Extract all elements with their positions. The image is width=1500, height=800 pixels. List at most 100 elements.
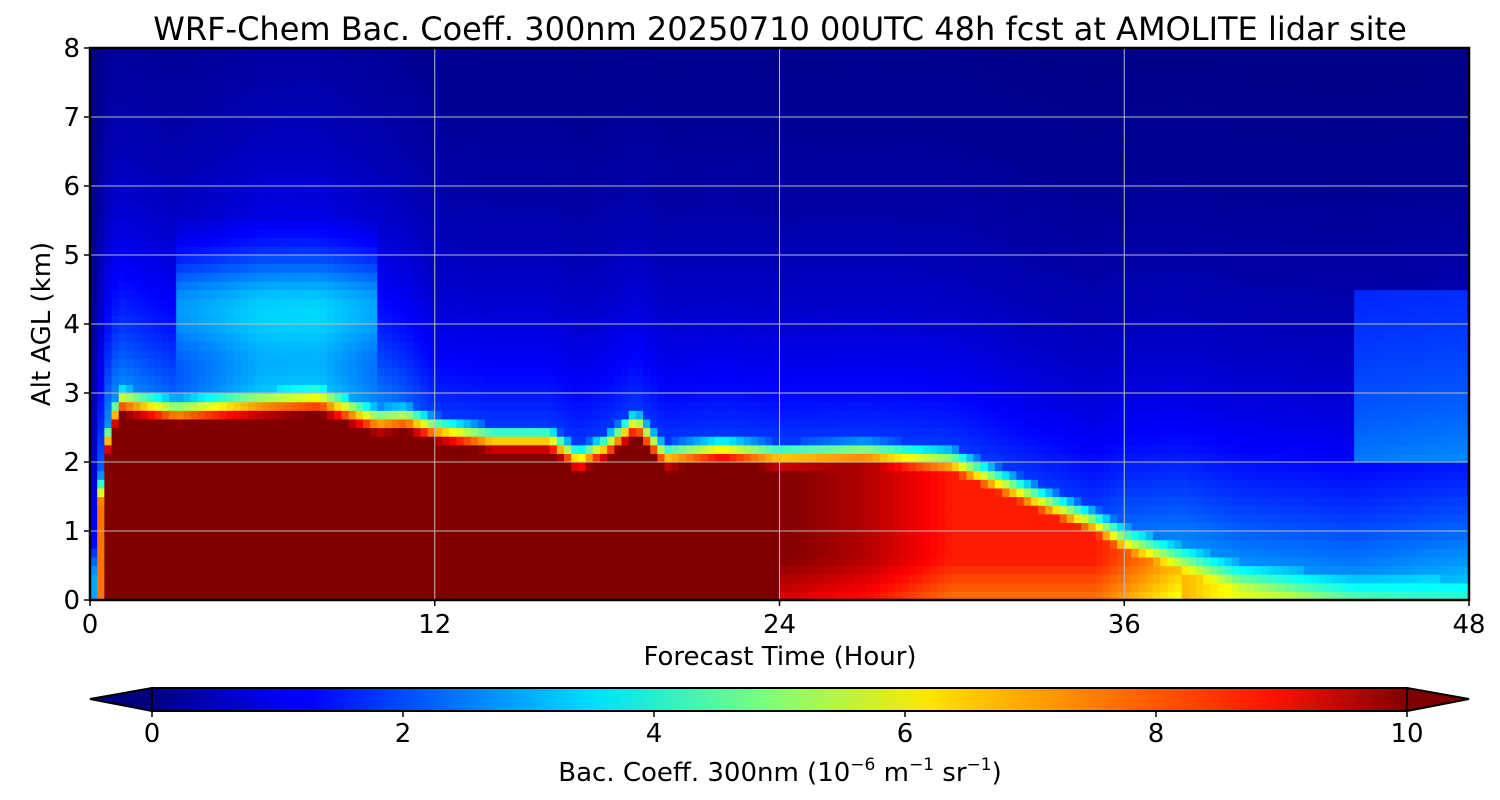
heatmap-cell [219, 367, 227, 376]
heatmap-cell [349, 540, 357, 549]
heatmap-cell [542, 290, 550, 299]
heatmap-cell [270, 350, 278, 359]
heatmap-cell [413, 177, 421, 186]
heatmap-cell [277, 402, 285, 411]
heatmap-cell [614, 479, 622, 488]
heatmap-cell [428, 471, 436, 480]
heatmap-cell [607, 350, 615, 359]
heatmap-cell [377, 471, 385, 480]
heatmap-cell [636, 402, 644, 411]
heatmap-cell [162, 557, 170, 566]
heatmap-cell [406, 428, 414, 437]
heatmap-cell [492, 143, 500, 152]
heatmap-cell [212, 264, 220, 273]
heatmap-cell [370, 359, 378, 368]
heatmap-cell [205, 212, 213, 221]
heatmap-cell [363, 583, 371, 592]
heatmap-cell [586, 264, 594, 273]
heatmap-cell [449, 212, 457, 221]
heatmap-cell [442, 341, 450, 350]
heatmap-cell [205, 540, 213, 549]
heatmap-cell [413, 186, 421, 195]
heatmap-cell [456, 350, 464, 359]
heatmap-cell [313, 566, 321, 575]
heatmap-cell [147, 410, 155, 419]
heatmap-cell [542, 281, 550, 290]
heatmap-cell [521, 350, 529, 359]
heatmap-cell [176, 221, 184, 230]
heatmap-cell [104, 453, 112, 462]
heatmap-cell [420, 152, 428, 161]
heatmap-cell [226, 566, 234, 575]
heatmap-cell [471, 514, 479, 523]
heatmap-cell [370, 246, 378, 255]
heatmap-cell [162, 143, 170, 152]
heatmap-cell [521, 548, 529, 557]
heatmap-cell [341, 48, 349, 57]
heatmap-cell [521, 57, 529, 66]
heatmap-cell [140, 246, 148, 255]
heatmap-cell [147, 203, 155, 212]
heatmap-cell [370, 540, 378, 549]
heatmap-cell [643, 514, 651, 523]
heatmap-cell [198, 108, 206, 117]
heatmap-cell [284, 583, 292, 592]
heatmap-cell [262, 566, 270, 575]
heatmap-cell [629, 574, 637, 583]
heatmap-cell [363, 540, 371, 549]
heatmap-cell [241, 497, 249, 506]
heatmap-cell [262, 48, 270, 57]
heatmap-cell [420, 540, 428, 549]
heatmap-cell [147, 402, 155, 411]
heatmap-cell [507, 333, 515, 342]
heatmap-cell [320, 384, 328, 393]
heatmap-cell [147, 393, 155, 402]
heatmap-cell [471, 566, 479, 575]
heatmap-cell [478, 402, 486, 411]
heatmap-cell [507, 497, 515, 506]
heatmap-cell [535, 548, 543, 557]
heatmap-cell [621, 393, 629, 402]
heatmap-cell [399, 384, 407, 393]
heatmap-cell [162, 566, 170, 575]
heatmap-cell [363, 272, 371, 281]
heatmap-cell [320, 169, 328, 178]
heatmap-cell [248, 583, 256, 592]
heatmap-cell [191, 108, 199, 117]
heatmap-cell [377, 324, 385, 333]
heatmap-cell [463, 48, 471, 57]
heatmap-cell [104, 65, 112, 74]
heatmap-cell [219, 221, 227, 230]
heatmap-cell [435, 514, 443, 523]
heatmap-cell [334, 428, 342, 437]
heatmap-cell [119, 428, 127, 437]
heatmap-cell [607, 479, 615, 488]
heatmap-cell [176, 255, 184, 264]
heatmap-cell [377, 574, 385, 583]
heatmap-cell [320, 255, 328, 264]
heatmap-cell [535, 307, 543, 316]
heatmap-cell [140, 74, 148, 83]
heatmap-cell [140, 307, 148, 316]
heatmap-cell [607, 384, 615, 393]
heatmap-cell [226, 315, 234, 324]
heatmap-cell [219, 436, 227, 445]
heatmap-cell [298, 264, 306, 273]
heatmap-cell [428, 350, 436, 359]
heatmap-cell [550, 333, 558, 342]
heatmap-cell [399, 505, 407, 514]
heatmap-cell [571, 298, 579, 307]
heatmap-cell [198, 557, 206, 566]
heatmap-cell [349, 238, 357, 247]
heatmap-cell [313, 57, 321, 66]
heatmap-cell [607, 143, 615, 152]
heatmap-cell [334, 83, 342, 92]
heatmap-cell [205, 531, 213, 540]
heatmap-cell [147, 238, 155, 247]
heatmap-cell [191, 100, 199, 109]
heatmap-cell [162, 65, 170, 74]
heatmap-cell [428, 229, 436, 238]
heatmap-cell [614, 376, 622, 385]
heatmap-cell [442, 315, 450, 324]
heatmap-cell [377, 410, 385, 419]
